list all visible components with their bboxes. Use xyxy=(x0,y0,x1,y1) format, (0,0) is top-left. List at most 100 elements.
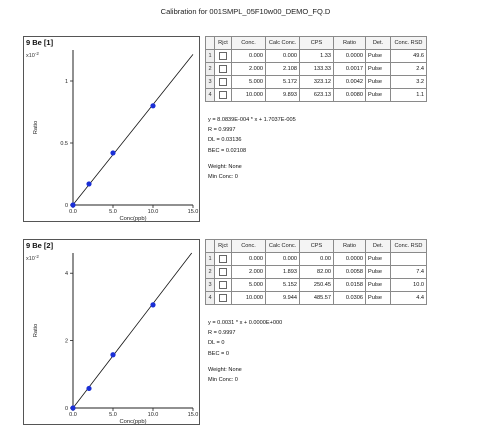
rsd-cell xyxy=(390,252,427,266)
fit-line xyxy=(72,54,194,206)
table-row[interactable]: 4 10.000 9.944 485.57 0.0306 Pulse 4.4 xyxy=(205,291,427,305)
conc-cell: 10.000 xyxy=(231,88,266,102)
reject-checkbox[interactable] xyxy=(214,75,232,89)
data-point xyxy=(86,181,92,187)
bec-value: BEC = 0 xyxy=(208,350,229,357)
reject-checkbox[interactable] xyxy=(214,49,232,63)
reject-checkbox[interactable] xyxy=(214,278,232,292)
det-cell: Pulse xyxy=(365,88,391,102)
data-point xyxy=(110,352,116,358)
calc-conc-cell: 5.152 xyxy=(265,278,300,292)
reject-checkbox[interactable] xyxy=(214,62,232,76)
cps-cell: 485.57 xyxy=(299,291,334,305)
y-axis-label: Ratio xyxy=(33,121,39,135)
reject-checkbox[interactable] xyxy=(214,252,232,266)
calibration-chart-svg: 9 Be [1]x10-200.510.0 5.0 10.0 15.0Conc(ppb… xyxy=(26,38,199,221)
det-cell: Pulse xyxy=(365,291,391,305)
calc-conc-cell: 0.000 xyxy=(265,252,300,266)
header-calc-conc: Calc Conc. xyxy=(265,36,300,50)
ratio-cell: 0.0017 xyxy=(333,62,366,76)
calibration-chart-2: 9 Be [2] x10-2 0 2 4 0.0 5.0 10.0 15.0 Conc(ppb) R… xyxy=(23,239,200,425)
cps-cell: 133.33 xyxy=(299,62,334,76)
table-row[interactable]: 3 5.000 5.152 250.45 0.0158 Pulse 10.0 xyxy=(205,278,427,292)
table-row[interactable]: 4 10.000 9.893 623.13 0.0080 Pulse 1.1 xyxy=(205,88,427,102)
cps-cell: 323.12 xyxy=(299,75,334,89)
cps-cell: 623.13 xyxy=(299,88,334,102)
ratio-cell: 0.0158 xyxy=(333,278,366,292)
row-index: 4 xyxy=(205,88,215,102)
table-row[interactable]: 1 0.000 0.000 1.33 0.0000 Pulse 49.6 xyxy=(205,49,427,63)
y-tick-label: 0 xyxy=(65,406,68,412)
cps-cell: 0.00 xyxy=(299,252,334,266)
calibration-info: y = 8.0839E-004 * x + 1.7037E-005 R = 0.… xyxy=(208,115,296,182)
x-tick-label: 15.0 xyxy=(188,412,199,418)
header-conc-rsd: Conc. RSD xyxy=(390,239,427,253)
table-row[interactable]: 2 2.000 1.893 82.00 0.0058 Pulse 7.4 xyxy=(205,265,427,279)
y-tick-label: 0 xyxy=(65,203,68,209)
bec-value: BEC = 0.02108 xyxy=(208,147,247,154)
reject-checkbox[interactable] xyxy=(214,291,232,305)
weight-value: Weight: None xyxy=(208,366,242,373)
calc-conc-cell: 5.172 xyxy=(265,75,300,89)
header-ratio: Ratio xyxy=(333,239,366,253)
det-cell: Pulse xyxy=(365,278,391,292)
x-tick-label: 0.0 xyxy=(69,412,77,418)
reject-checkbox[interactable] xyxy=(214,88,232,102)
det-cell: Pulse xyxy=(365,265,391,279)
conc-cell: 2.000 xyxy=(231,62,266,76)
header-rjct: Rjct xyxy=(214,36,232,50)
data-point xyxy=(70,202,76,208)
calc-conc-cell: 9.893 xyxy=(265,88,300,102)
y-tick-label: 4 xyxy=(65,271,68,277)
x-tick-label: 5.0 xyxy=(109,209,117,215)
standards-table: Rjct Conc. Calc Conc. CPS Ratio Det. Con… xyxy=(205,36,427,102)
chart-title: 9 Be [2] xyxy=(26,241,54,250)
calc-conc-cell: 9.944 xyxy=(265,291,300,305)
det-cell: Pulse xyxy=(365,252,391,266)
data-point xyxy=(150,302,156,308)
conc-cell: 0.000 xyxy=(231,252,266,266)
row-index: 3 xyxy=(205,278,215,292)
conc-cell: 5.000 xyxy=(231,278,266,292)
fit-equation: y = 0.0031 * x + 0.0000E+000 xyxy=(208,320,283,326)
x-tick-label: 15.0 xyxy=(188,209,199,215)
y-multiplier-label: x10-2 xyxy=(26,254,39,262)
y-multiplier-label: x10-2 xyxy=(26,51,39,59)
calc-conc-cell: 0.000 xyxy=(265,49,300,63)
header-cps: CPS xyxy=(299,36,334,50)
row-index: 4 xyxy=(205,291,215,305)
table-row[interactable]: 1 0.000 0.000 0.00 0.0000 Pulse xyxy=(205,252,427,266)
table-header-row: Rjct Conc. Calc Conc. CPS Ratio Det. Con… xyxy=(205,36,427,50)
rsd-cell: 10.0 xyxy=(390,278,427,292)
calibration-block-1: 9 Be [1] x10-2 0 0.5 1 0.0 5.0 10.0 15.0 Conc(ppb… xyxy=(0,36,491,236)
r-value: R = 0.9997 xyxy=(208,330,236,337)
x-tick-label: 0.0 xyxy=(69,209,77,215)
chart-title: 9 Be [1] xyxy=(26,38,54,47)
cps-cell: 1.33 xyxy=(299,49,334,63)
x-axis-label: Conc(ppb) xyxy=(119,419,146,424)
conc-cell: 5.000 xyxy=(231,75,266,89)
header-conc: Conc. xyxy=(231,36,266,50)
calibration-chart-1: 9 Be [1] x10-2 0 0.5 1 0.0 5.0 10.0 15.0 Conc(ppb… xyxy=(23,36,200,222)
ratio-cell: 0.0058 xyxy=(333,265,366,279)
fit-equation: y = 8.0839E-004 * x + 1.7037E-005 xyxy=(208,117,296,123)
rsd-cell: 1.1 xyxy=(390,88,427,102)
table-row[interactable]: 2 2.000 2.108 133.33 0.0017 Pulse 2.4 xyxy=(205,62,427,76)
calibration-info: y = 0.0031 * x + 0.0000E+000 R = 0.9997 … xyxy=(208,318,282,385)
detection-limit: DL = 0.03136 xyxy=(208,137,242,144)
page-title: Calibration for 001SMPL_05F10w00_DEMO_FQ… xyxy=(160,7,331,16)
header-conc: Conc. xyxy=(231,239,266,253)
fit-line xyxy=(72,252,193,409)
x-tick-label: 5.0 xyxy=(109,412,117,418)
table-row[interactable]: 3 5.000 5.172 323.12 0.0042 Pulse 3.2 xyxy=(205,75,427,89)
x-axis-label: Conc(ppb) xyxy=(119,216,146,221)
cps-cell: 82.00 xyxy=(299,265,334,279)
calibration-block-2: 9 Be [2] x10-2 0 2 4 0.0 5.0 10.0 15.0 Conc(ppb) R… xyxy=(0,239,491,439)
row-index: 3 xyxy=(205,75,215,89)
det-cell: Pulse xyxy=(365,75,391,89)
weight-value: Weight: None xyxy=(208,163,242,170)
row-index: 2 xyxy=(205,265,215,279)
x-tick-label: 10.0 xyxy=(148,209,159,215)
reject-checkbox[interactable] xyxy=(214,265,232,279)
r-value: R = 0.9997 xyxy=(208,127,236,134)
